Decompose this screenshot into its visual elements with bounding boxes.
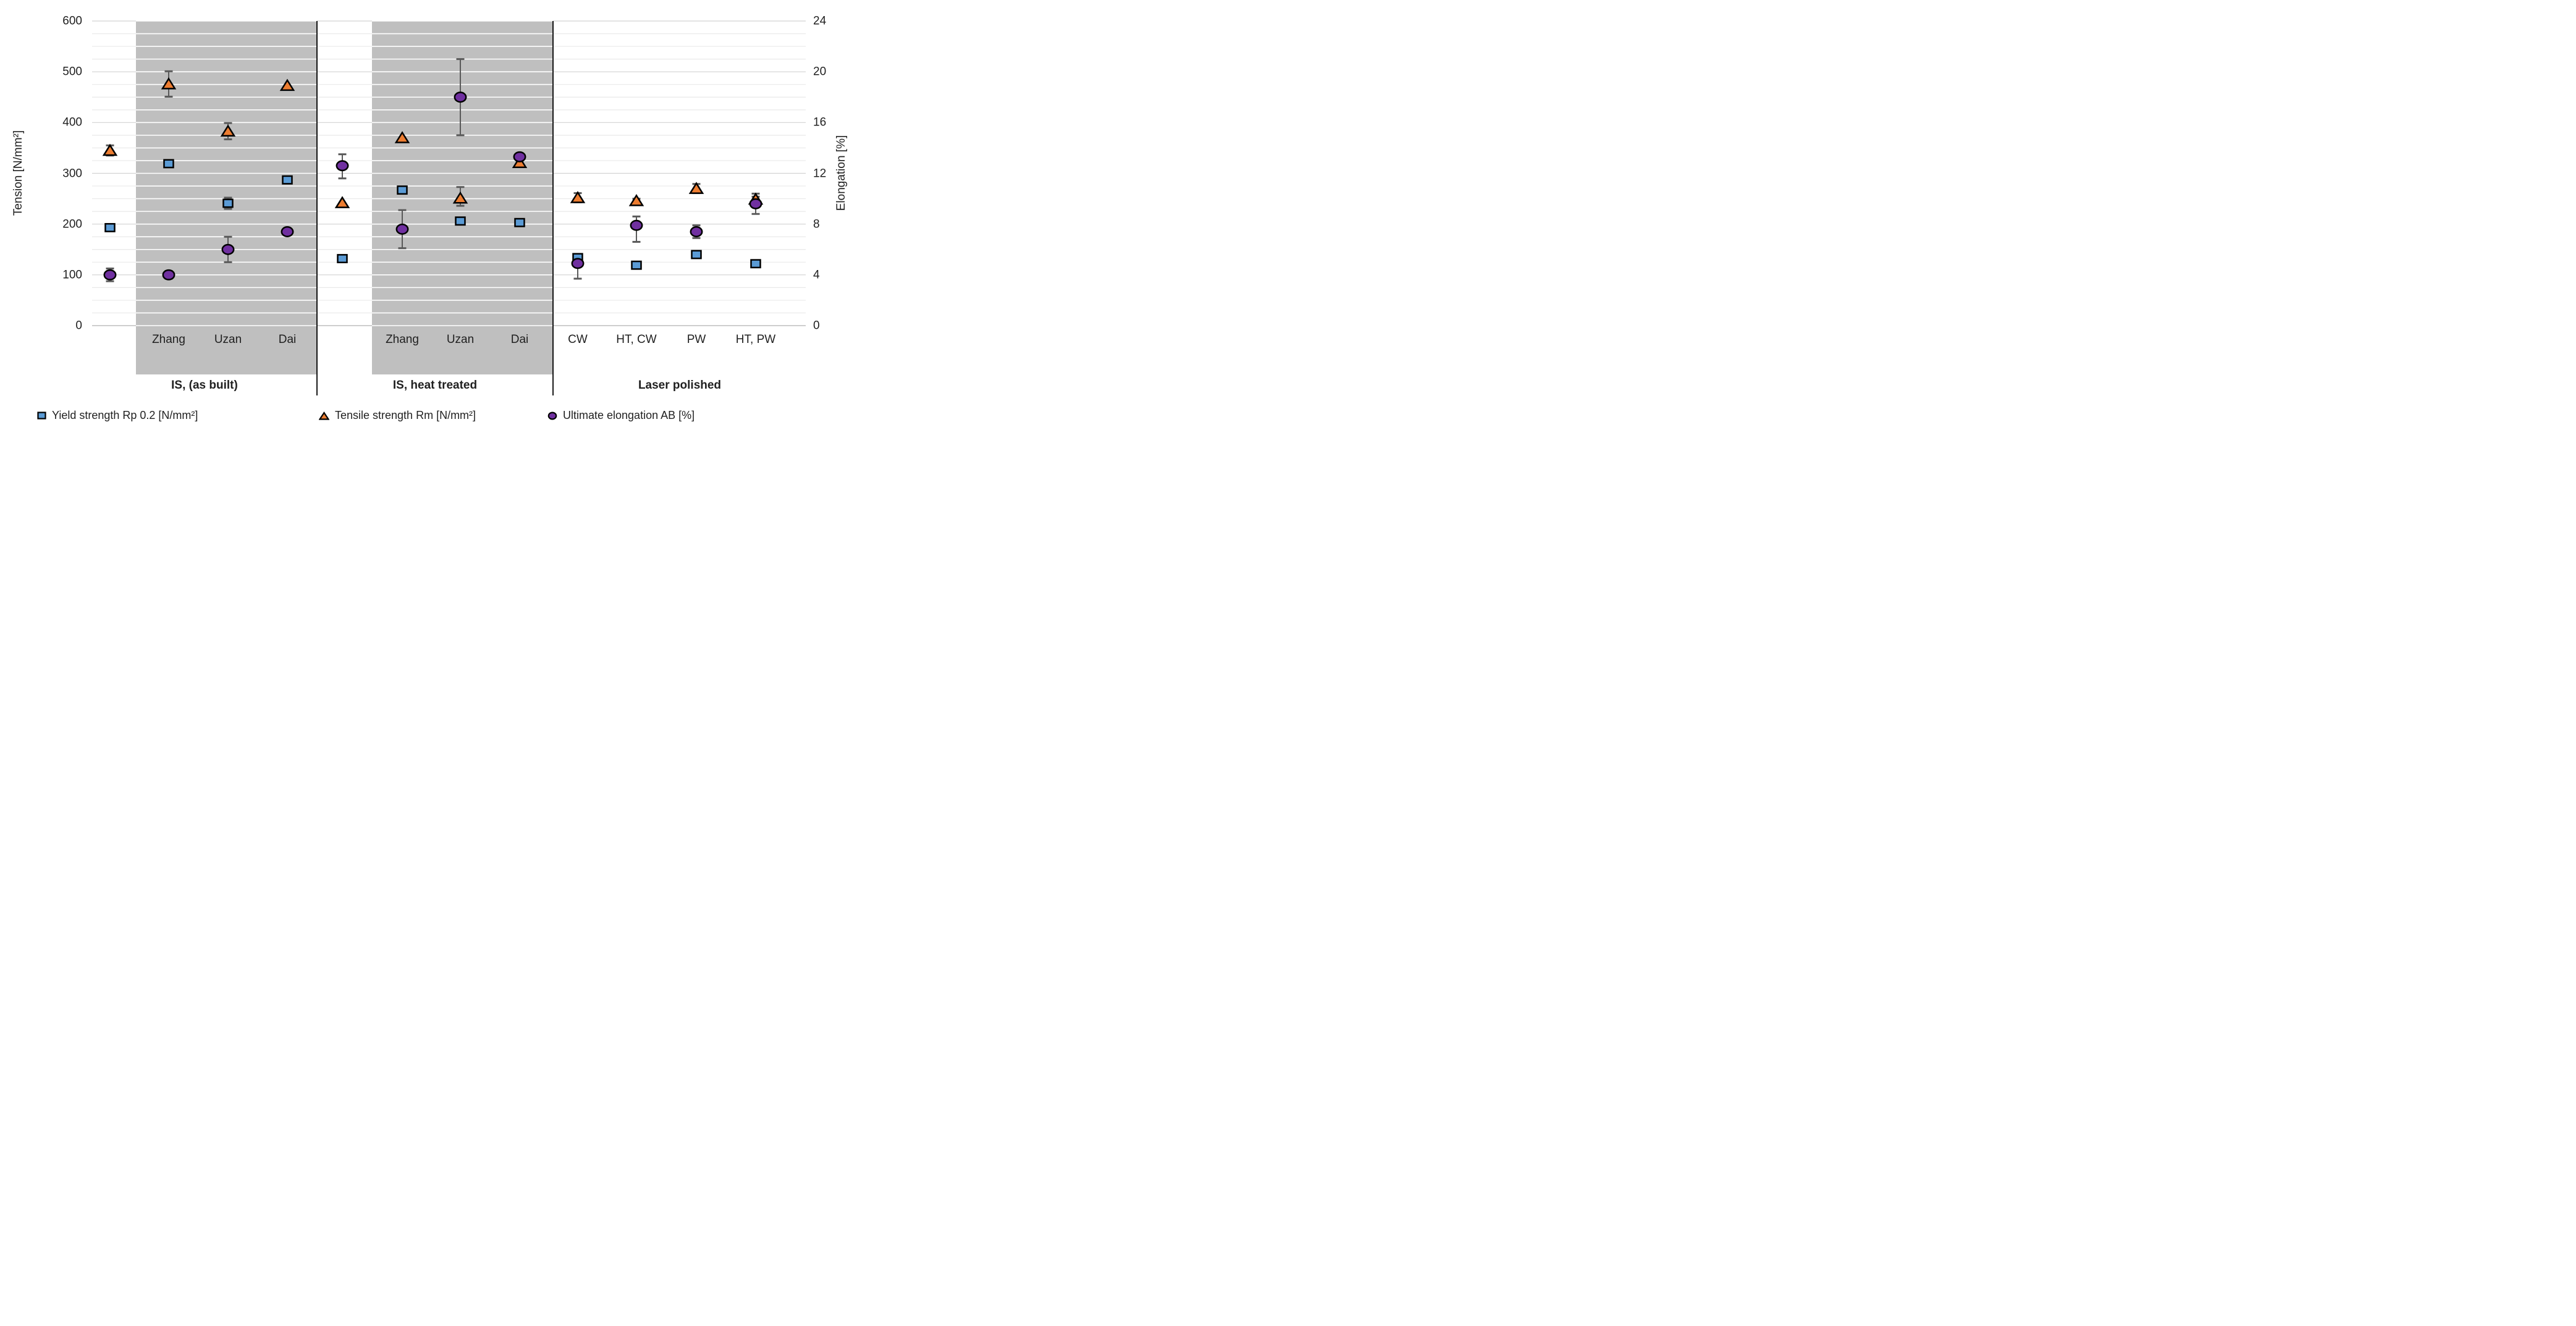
legend-item-tensile: Tensile strength Rm [N/mm²] [319,409,476,422]
tensile-marker [279,78,295,91]
legend-label: Tensile strength Rm [N/mm²] [335,409,476,421]
right-axis-tick-label: 16 [813,116,827,129]
elongation-marker [513,151,526,163]
yield-marker [691,250,702,260]
yield-marker [397,185,408,195]
yield-marker [337,254,348,263]
elongation-marker [103,269,117,281]
category-label: HT, CW [616,333,657,346]
right-axis-tick-label: 24 [813,14,827,28]
group-title: Laser polished [638,379,722,392]
legend-label: Yield strength Rp 0.2 [N/mm²] [52,409,198,421]
yield-marker [514,217,525,227]
category-label: PW [686,333,706,346]
tensile-marker [452,191,468,204]
right-axis-tick-label: 0 [813,319,820,332]
tensile-marker [570,191,586,203]
left-axis-title: Tension [N/mm²] [12,130,25,216]
left-axis-tick-label: 600 [62,14,82,28]
legend-item-yield: Yield strength Rp 0.2 [N/mm²] [37,409,198,422]
yield-marker [104,222,116,232]
elongation-marker [690,226,703,237]
right-axis-tick-label: 12 [813,167,827,180]
category-label: HT, PW [735,333,776,346]
tensile-marker [220,124,236,137]
left-axis-tick-label: 500 [62,65,82,78]
elongation-marker [454,91,467,103]
right-axis-title: Elongation [%] [835,135,848,211]
tensile-marker [688,182,704,194]
legend-item-elongation: Ultimate elongation AB [%] [547,409,695,422]
right-axis-tick-label: 4 [813,268,820,282]
circle-icon [547,411,557,420]
yield-marker [750,259,761,269]
left-axis-tick-label: 100 [62,268,82,282]
yield-marker [455,216,466,226]
yield-marker [222,198,234,208]
left-axis-tick-label: 200 [62,217,82,231]
elongation-marker [221,243,235,255]
elongation-marker [336,160,349,172]
yield-marker [282,175,293,185]
right-axis-tick-label: 20 [813,65,827,78]
legend: Yield strength Rp 0.2 [N/mm²] Tensile st… [0,409,859,431]
group-title: IS, (as built) [171,379,238,392]
elongation-marker [749,198,762,209]
group-title: IS, heat treated [392,379,478,392]
legend-label: Ultimate elongation AB [%] [563,409,695,421]
left-axis-tick-label: 400 [62,116,82,129]
yield-marker [163,159,174,169]
plot-area [92,20,806,395]
elongation-marker [630,219,643,231]
square-icon [37,412,46,420]
tensile-marker [102,143,118,156]
category-label: Zhang [386,333,419,346]
category-label: Dai [510,333,529,346]
left-axis-tick-label: 0 [75,319,82,332]
left-axis-tick-label: 300 [62,167,82,180]
triangle-icon [319,411,329,420]
tensile-marker [161,77,177,90]
chart: Tension [N/mm²] Elongation [%] 600 500 400… [0,0,859,442]
tensile-marker [334,196,350,208]
elongation-marker [281,226,294,237]
elongation-marker [571,258,585,269]
yield-marker [631,260,642,270]
tensile-marker [628,194,644,206]
elongation-marker [395,223,409,235]
right-axis-tick-label: 8 [813,217,820,231]
category-label: CW [568,333,588,346]
category-label: Uzan [214,333,242,346]
tensile-marker [394,131,410,143]
category-label: Uzan [446,333,475,346]
category-label: Dai [278,333,297,346]
elongation-marker [162,269,175,281]
category-label: Zhang [152,333,185,346]
